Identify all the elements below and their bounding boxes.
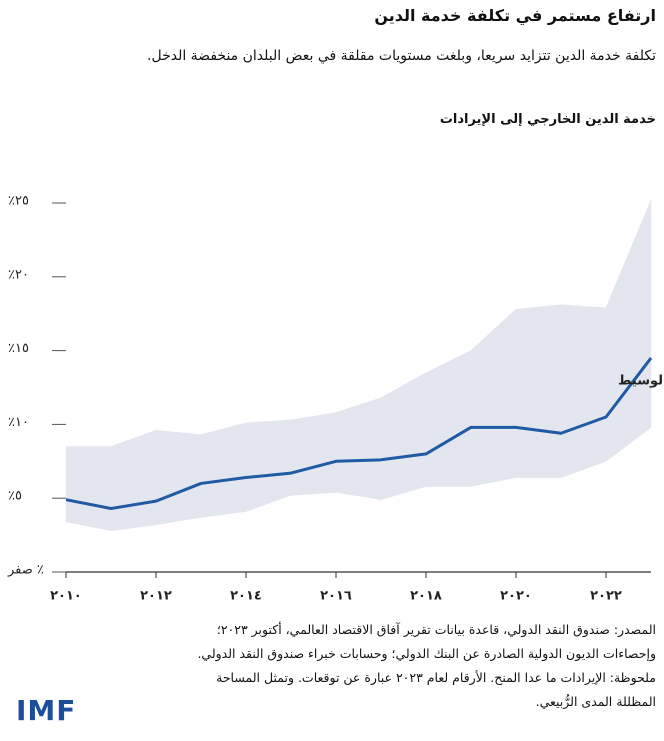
- y-tick-label: صفر ٪: [7, 563, 44, 578]
- subtitle: تكلفة خدمة الدين تتزايد سريعا، وبلغت مست…: [147, 48, 656, 64]
- x-tick-label: ٢٠١٢: [140, 589, 172, 604]
- iqr-band: [245, 419, 292, 512]
- x-tick-label: ٢٠١٨: [410, 589, 442, 604]
- x-tick-label: ٢٠١٤: [230, 589, 262, 604]
- logo: IMF: [16, 694, 77, 727]
- y-tick-label: ٪٢٠: [8, 267, 29, 282]
- iqr-band: [110, 429, 157, 532]
- note-line: وإحصاءات الديون الدولية الصادرة عن البنك…: [197, 646, 656, 661]
- note-line: المظللة المدى الرُّبيعي.: [535, 694, 656, 709]
- x-tick-label: ٢٠٢٢: [590, 589, 622, 604]
- iqr-band: [380, 372, 427, 501]
- iqr-band: [560, 304, 607, 478]
- iqr-band: [200, 422, 247, 518]
- iqr-band: [515, 304, 562, 478]
- y-tick-label: ٪٢٥: [8, 194, 29, 209]
- y-tick-label: ٪١٥: [8, 341, 29, 356]
- iqr-band: [470, 308, 517, 487]
- iqr-band: [425, 350, 472, 487]
- chart-title: خدمة الدين الخارجي إلى الإيرادات: [439, 112, 656, 127]
- iqr-band: [605, 199, 652, 462]
- x-tick-label: ٢٠١٠: [50, 589, 82, 604]
- iqr-band: [65, 446, 112, 532]
- y-tick-label: ٪١٠: [8, 415, 29, 430]
- median-line: [65, 357, 653, 511]
- chart: صفر ٪ ٪٥ ٪١٠ ٪١٥ ٪٢٠ ٪٢٥ ٢٠١٠ ٢٠١٢ ٢٠١٤ ٢٠١٦ ٢٠١٨ ٢…: [7, 194, 664, 604]
- iqr-band: [290, 412, 337, 496]
- x-tick-label: ٢٠٢٠: [500, 589, 532, 604]
- iqr-band: [335, 397, 382, 501]
- title: ارتفاع مستمر في تكلفة خدمة الدين: [374, 6, 656, 25]
- note-line: ملحوظة: الإيرادات ما عدا المنح. الأرقام …: [216, 670, 656, 685]
- iqr-band: [155, 429, 202, 526]
- series-label: الوسيط: [618, 374, 664, 389]
- note-line: المصدر: صندوق النقد الدولي، قاعدة بيانات…: [216, 622, 656, 637]
- x-tick-label: ٢٠١٦: [320, 589, 352, 604]
- y-tick-label: ٪٥: [8, 489, 22, 504]
